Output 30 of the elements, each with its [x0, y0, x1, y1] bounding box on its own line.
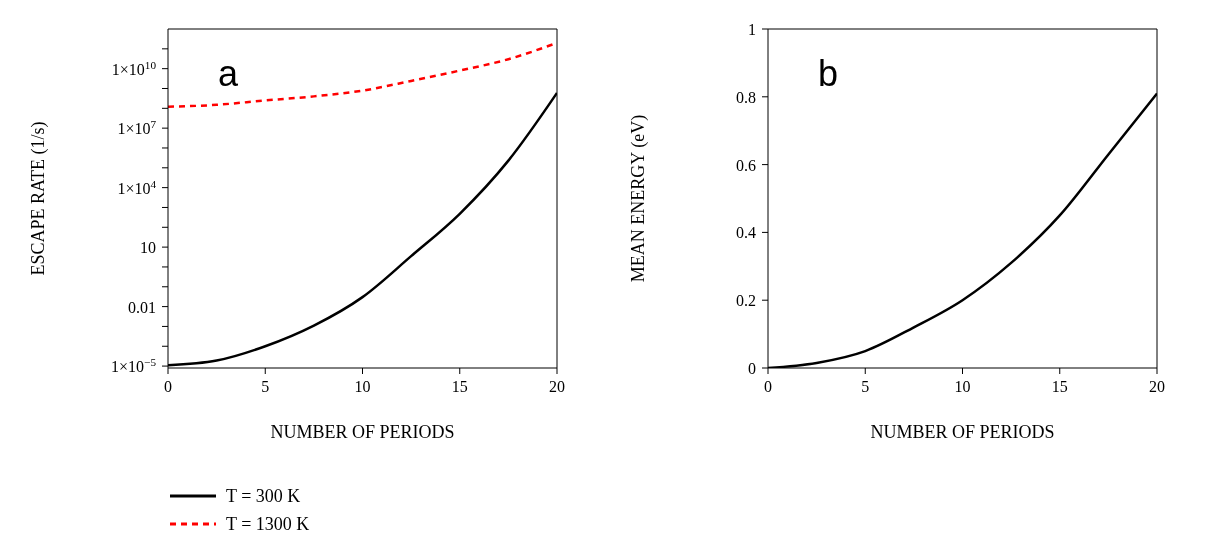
y-tick-label: 0.4 [736, 224, 756, 242]
x-axis-title: NUMBER OF PERIODS [270, 422, 455, 442]
y-tick-label: 0.01 [128, 298, 156, 316]
y-tick-label: 0.2 [736, 292, 756, 310]
legend-label: T = 1300 K [226, 513, 310, 535]
y-tick-label: 1×10$^{4}$ [117, 177, 157, 197]
x-tick-label: 15 [451, 378, 468, 395]
y-tick-label: 1×10$^{10}$ [111, 58, 157, 78]
y-axis-title: ESCAPE RATE (1/s) [28, 121, 50, 276]
y-tick-label: 0.8 [736, 88, 756, 106]
x-tick-label: 20 [549, 378, 565, 395]
x-tick-label: 5 [861, 378, 870, 395]
y-axis-title: MEAN ENERGY (eV) [628, 114, 650, 283]
x-tick-label: 10 [354, 378, 371, 395]
legend-label: T = 300 K [226, 485, 301, 507]
x-tick-label: 15 [1051, 378, 1068, 395]
y-tick-label: 0.6 [736, 156, 756, 174]
annotation: b [818, 53, 839, 95]
y-tick-label: 1×10$^{−5}$ [111, 356, 157, 376]
annotation: a [218, 53, 239, 95]
x-tick-label: 0 [764, 378, 772, 395]
x-tick-label: 0 [164, 378, 172, 395]
x-axis-title: NUMBER OF PERIODS [870, 422, 1055, 442]
y-tick-label: 0 [748, 360, 756, 377]
y-tick-label: 1 [748, 21, 756, 38]
x-tick-label: 10 [954, 378, 971, 395]
y-tick-label: 1×10$^{7}$ [117, 118, 157, 138]
x-tick-label: 20 [1149, 378, 1165, 395]
y-tick-label: 10 [140, 239, 156, 257]
x-tick-label: 5 [261, 378, 270, 395]
